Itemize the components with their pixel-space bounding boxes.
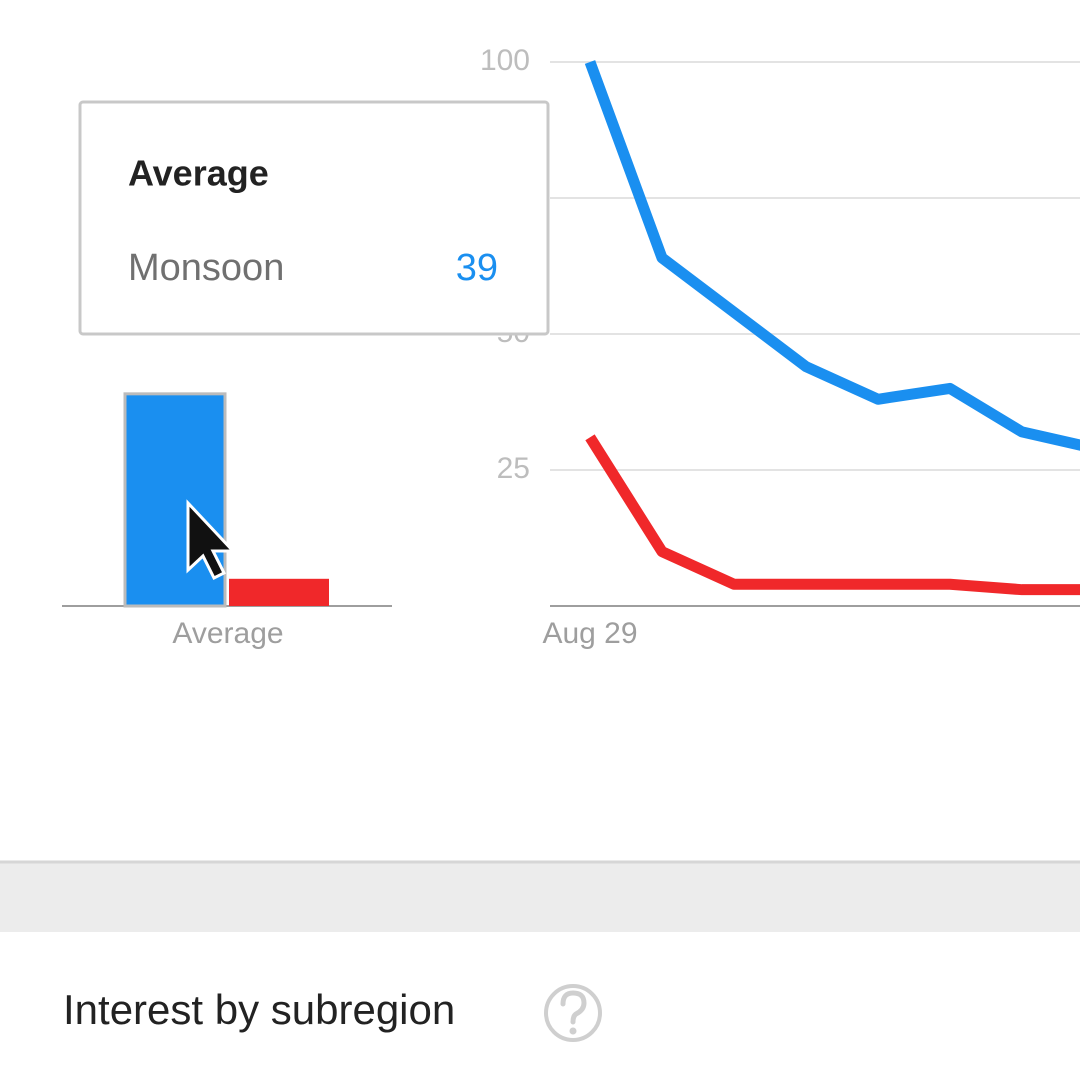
tooltip-series: Monsoon [128,247,284,289]
average-bar [229,578,329,606]
x-tick-label: Aug 29 [542,617,637,650]
mouse-cursor [186,499,237,581]
tooltip-title: Average [128,153,269,194]
separator-band [0,862,1080,932]
average-bar [123,392,227,608]
tooltip-value: 39 [456,247,498,289]
section-title: Interest by subregion [63,986,455,1033]
series-line [585,434,1080,596]
average-label: Average [172,617,283,650]
tooltip: Average Monsoon 39 [78,100,550,336]
y-tick-label: 100 [480,44,530,77]
series-line [584,60,1080,451]
y-tick-label: 25 [497,452,530,485]
tooltip-box [78,100,550,336]
help-icon[interactable] [544,984,602,1042]
